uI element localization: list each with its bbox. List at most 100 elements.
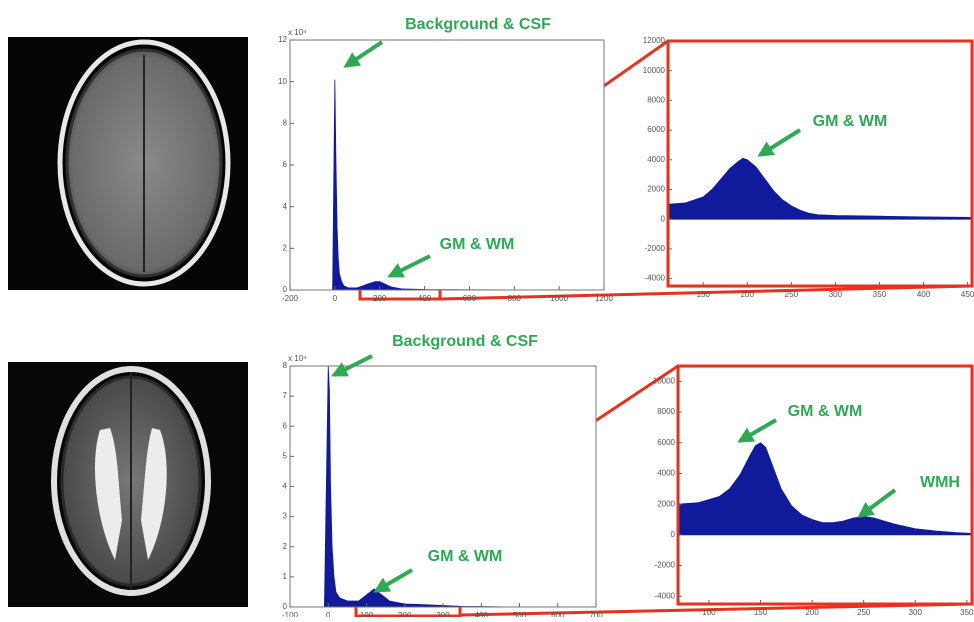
plot	[332, 79, 560, 290]
y-tick-label: 4000	[657, 469, 675, 478]
y-tick-label: -4000	[655, 591, 676, 600]
y-tick-label: -4000	[645, 274, 666, 283]
y-tick-label: 2	[283, 243, 288, 252]
annotation: GM & WM	[440, 236, 515, 253]
x-tick-label: 100	[702, 608, 716, 617]
annotation: GM & WM	[813, 113, 888, 130]
x-tick-label: 400	[917, 290, 931, 299]
x-tick-label: 700	[589, 611, 603, 617]
x-tick-label: 250	[785, 290, 799, 299]
x-tick-label: 800	[508, 294, 522, 303]
y-tick-label: 8000	[657, 407, 675, 416]
histogram-area	[332, 79, 560, 290]
y-tick-label: 0	[661, 214, 666, 223]
annotation-arrow	[373, 568, 414, 593]
x-tick-label: 1200	[595, 294, 613, 303]
plot-frame	[676, 364, 974, 606]
y-tick-label: 2000	[657, 499, 675, 508]
x-tick-label: 350	[960, 608, 974, 617]
x-tick-label: -200	[282, 294, 299, 303]
x-tick-label: 200	[741, 290, 755, 299]
y-tick-label: 6	[283, 160, 288, 169]
x-tick-label: 100	[360, 611, 374, 617]
y-tick-label: 6000	[647, 125, 665, 134]
x-tick-label: 250	[857, 608, 871, 617]
annotation-arrow	[331, 354, 373, 377]
y-tick-label: 6000	[657, 438, 675, 447]
y-tick-label: 2000	[647, 185, 665, 194]
x-tick-label: 0	[326, 611, 331, 617]
y-tick-label: 4000	[647, 155, 665, 164]
x-tick-label: 150	[754, 608, 768, 617]
plot	[678, 442, 972, 536]
chart: -4000 -2000 0 2000 4000 6000 8000 10000 12000 150…	[643, 36, 974, 299]
y-exponent: x 10⁴	[288, 28, 307, 37]
y-tick-label: 12	[278, 35, 287, 44]
y-tick-label: -2000	[645, 244, 666, 253]
x-tick-label: 300	[909, 608, 923, 617]
annotation: Background & CSF	[392, 333, 538, 350]
x-tick-label: 350	[873, 290, 887, 299]
annotation: WMH	[920, 474, 960, 491]
x-tick-label: 600	[463, 294, 477, 303]
y-tick-label: 6	[283, 421, 288, 430]
y-tick-label: 3	[283, 512, 288, 521]
y-tick-label: 0	[671, 530, 676, 539]
x-tick-label: 150	[697, 290, 711, 299]
y-tick-label: 10	[278, 77, 287, 86]
annotation-arrow	[387, 254, 431, 278]
y-tick-label: 10000	[643, 66, 666, 75]
mri-image-bottom	[8, 362, 248, 607]
annotation: Background & CSF	[405, 16, 551, 33]
y-tick-label: 8	[283, 361, 288, 370]
y-tick-label: 2	[283, 542, 288, 551]
y-tick-label: 12000	[643, 36, 666, 45]
x-tick-label: 200	[398, 611, 412, 617]
x-tick-label: -100	[282, 611, 299, 617]
y-tick-label: 0	[283, 602, 288, 611]
y-exponent: x 10⁴	[288, 354, 307, 363]
y-tick-label: 5	[283, 451, 288, 460]
plot	[668, 157, 972, 220]
annotation-arrow	[737, 418, 778, 443]
x-tick-label: 0	[333, 294, 338, 303]
plot-frame	[666, 39, 974, 288]
annotation-arrow	[343, 40, 384, 68]
y-tick-label: 7	[283, 391, 288, 400]
y-tick-label: -2000	[655, 561, 676, 570]
plot	[324, 366, 520, 607]
y-tick-label: 4	[283, 482, 288, 491]
annotation-arrow	[857, 488, 897, 518]
x-tick-label: 300	[829, 290, 843, 299]
chart: -4000 -2000 0 2000 4000 6000 8000 10000 100 150 20…	[653, 364, 974, 617]
mri-image-top	[8, 37, 248, 290]
histogram-area	[324, 366, 520, 607]
x-tick-label: 1000	[550, 294, 568, 303]
y-tick-label: 10000	[653, 376, 676, 385]
annotation-arrow	[757, 128, 802, 157]
plot-background	[290, 40, 604, 290]
annotation: GM & WM	[428, 548, 503, 565]
x-tick-label: 400	[475, 611, 489, 617]
plot-background	[668, 41, 972, 286]
x-tick-label: 500	[513, 611, 527, 617]
x-tick-label: 400	[418, 294, 432, 303]
x-tick-label: 200	[805, 608, 819, 617]
x-tick-label: 450	[961, 290, 974, 299]
y-tick-label: 0	[283, 285, 288, 294]
plot-background	[678, 366, 972, 604]
y-tick-label: 4	[283, 202, 288, 211]
histogram-area	[668, 157, 972, 220]
y-tick-label: 8	[283, 118, 288, 127]
x-tick-label: 200	[373, 294, 387, 303]
x-tick-label: 300	[436, 611, 450, 617]
annotation: GM & WM	[788, 403, 863, 420]
x-tick-label: 600	[551, 611, 565, 617]
y-tick-label: 8000	[647, 96, 665, 105]
plot-background	[290, 366, 596, 607]
histogram-area	[678, 442, 972, 536]
y-tick-label: 1	[283, 572, 288, 581]
